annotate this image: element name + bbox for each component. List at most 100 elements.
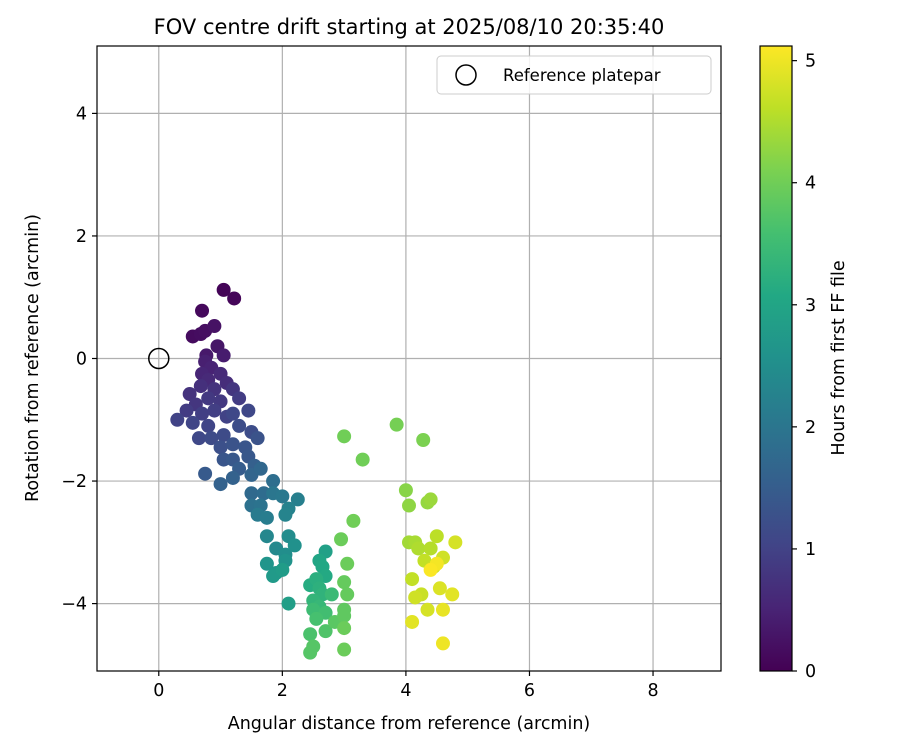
- data-point: [195, 303, 210, 318]
- colorbar-label: Hours from first FF file: [829, 260, 849, 455]
- data-point: [225, 406, 240, 421]
- data-point: [402, 498, 416, 513]
- colorbar-ticks: 0 1 2 3 4 5: [792, 52, 816, 682]
- data-point: [207, 403, 222, 418]
- data-point: [346, 513, 361, 528]
- data-point: [244, 486, 259, 501]
- data-point: [259, 529, 274, 544]
- data-point: [303, 627, 318, 642]
- scatter-points: [170, 282, 463, 660]
- data-point: [309, 611, 324, 626]
- data-point: [355, 452, 370, 467]
- data-point: [423, 562, 438, 577]
- colorbar: 0 1 2 3 4 5 Hours from first FF file: [759, 45, 849, 682]
- data-point: [185, 415, 200, 430]
- data-point: [334, 532, 349, 547]
- data-point: [198, 466, 213, 481]
- data-point: [241, 403, 256, 418]
- legend-marker: [455, 64, 477, 86]
- data-point: [278, 507, 293, 522]
- y-tick-label: 0: [76, 350, 87, 370]
- data-point: [259, 510, 274, 525]
- data-point: [213, 440, 228, 455]
- data-point: [405, 572, 420, 587]
- colorbar-gradient: [759, 45, 793, 672]
- data-point: [398, 483, 413, 498]
- x-axis-label: Angular distance from reference (arcmin): [228, 714, 591, 734]
- data-point: [429, 529, 444, 544]
- x-tick-label: 0: [153, 681, 164, 701]
- data-point: [340, 556, 355, 571]
- legend: Reference platepar: [436, 55, 712, 95]
- data-point: [232, 391, 247, 406]
- reference-platepar-marker: [148, 347, 170, 370]
- data-point: [405, 614, 420, 629]
- data-point: [340, 587, 355, 602]
- data-point: [216, 428, 231, 443]
- y-tick-label: −4: [61, 595, 87, 615]
- data-point: [201, 391, 216, 406]
- data-point: [193, 379, 208, 394]
- data-point: [435, 636, 450, 651]
- colorbar-tick-label: 1: [805, 540, 816, 560]
- data-point: [216, 348, 231, 363]
- data-point: [324, 587, 339, 602]
- legend-label: Reference platepar: [503, 66, 661, 85]
- data-point: [216, 282, 231, 297]
- data-point: [420, 602, 435, 617]
- data-point: [290, 492, 305, 507]
- data-point: [337, 575, 352, 590]
- data-point: [225, 437, 240, 452]
- data-point: [227, 291, 242, 306]
- data-point: [416, 432, 431, 447]
- data-point: [337, 642, 352, 657]
- colorbar-tick-label: 0: [805, 662, 816, 682]
- data-point: [259, 556, 274, 571]
- data-point: [337, 621, 352, 636]
- data-point: [303, 645, 318, 660]
- data-point: [182, 387, 197, 402]
- data-point: [445, 587, 460, 602]
- data-point: [191, 431, 206, 446]
- y-tick-label: −2: [61, 472, 87, 492]
- data-point: [389, 417, 404, 432]
- x-axis-ticks: 0 2 4 6 8: [153, 671, 659, 701]
- y-tick-label: 4: [76, 104, 87, 124]
- data-point: [170, 412, 185, 427]
- colorbar-tick-label: 2: [805, 418, 816, 438]
- colorbar-tick-label: 4: [805, 174, 816, 194]
- data-point: [411, 541, 426, 556]
- data-point: [318, 624, 333, 639]
- data-point: [337, 429, 352, 444]
- y-tick-label: 2: [76, 227, 87, 247]
- x-tick-label: 4: [400, 681, 411, 701]
- data-point: [250, 431, 265, 446]
- data-point: [337, 608, 352, 623]
- data-point: [201, 418, 216, 433]
- data-point: [253, 461, 268, 476]
- data-point: [423, 492, 438, 507]
- chart-title: FOV centre drift starting at 2025/08/10 …: [154, 15, 665, 39]
- data-point: [432, 581, 447, 596]
- x-tick-label: 8: [647, 681, 658, 701]
- data-point: [448, 535, 463, 550]
- y-axis-label: Rotation from reference (arcmin): [23, 214, 43, 502]
- data-point: [232, 418, 247, 433]
- data-point: [275, 489, 290, 504]
- x-tick-label: 2: [277, 681, 288, 701]
- data-point: [423, 541, 438, 556]
- y-axis-ticks: −4 −2 0 2 4: [61, 104, 97, 615]
- x-tick-label: 6: [524, 681, 535, 701]
- data-point: [195, 406, 210, 421]
- data-point: [281, 596, 296, 611]
- data-point: [275, 562, 290, 577]
- colorbar-tick-label: 3: [805, 296, 816, 316]
- colorbar-tick-label: 5: [805, 52, 816, 72]
- grid-lines: [97, 46, 721, 671]
- data-point: [204, 431, 219, 446]
- data-point: [207, 319, 222, 334]
- data-point: [435, 602, 450, 617]
- data-point: [225, 470, 240, 485]
- data-point: [408, 590, 423, 605]
